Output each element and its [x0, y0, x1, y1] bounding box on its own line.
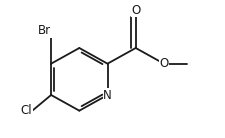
Text: N: N	[103, 88, 111, 102]
Text: Cl: Cl	[21, 104, 32, 117]
Text: O: O	[159, 57, 168, 70]
Text: Br: Br	[38, 24, 51, 37]
Text: O: O	[130, 4, 140, 17]
